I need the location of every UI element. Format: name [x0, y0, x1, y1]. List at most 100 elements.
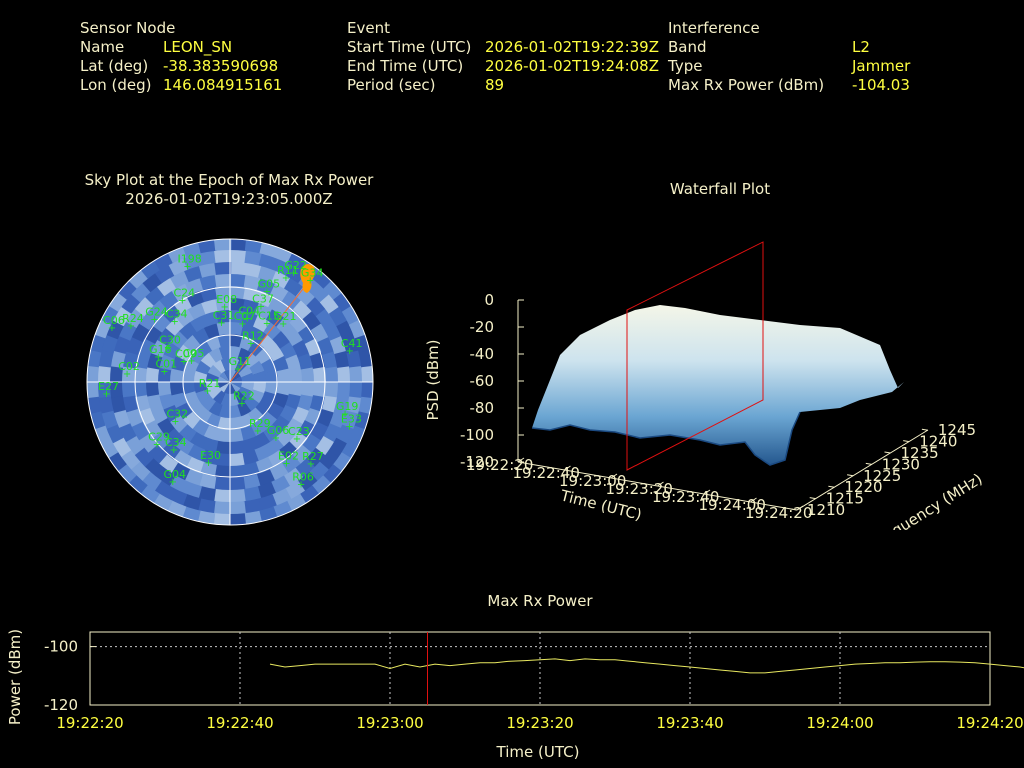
satellite-label: G24 [145, 306, 168, 319]
skyplot-cell [212, 513, 230, 525]
satellite-label: R24 [122, 312, 144, 325]
sensor-lat-value: -38.383590698 [163, 57, 279, 75]
skyplot-cell [130, 421, 150, 441]
skyplot-cell [198, 249, 217, 266]
jammer-direction-line [229, 279, 311, 383]
satellite-label: C23 [288, 425, 310, 438]
maxpower-ylabel: Power (dBm) [6, 629, 24, 725]
skyplot-cell [98, 438, 119, 460]
skyplot-cell [230, 261, 247, 276]
skyplot-cell [137, 433, 158, 454]
skyplot-cell [285, 354, 302, 371]
waterfall-x-tick-label: 19:22:20 [466, 456, 533, 474]
skyplot-cell [154, 263, 176, 284]
satellite-label: C05 [183, 347, 205, 360]
skyplot-cell [87, 380, 99, 399]
waterfall-y-tick-label: 1230 [882, 455, 920, 473]
skyplot-cell [98, 348, 114, 368]
satellite-plus-marker: + [154, 352, 162, 363]
waterfall-zlabel: PSD (dBm) [424, 339, 442, 420]
skyplot-cell [349, 366, 364, 384]
satellite-plus-marker: + [293, 434, 301, 445]
skyplot-cell [328, 306, 349, 328]
skyplot-cell [269, 462, 289, 482]
skyplot-cell [216, 416, 230, 431]
skyplot-cell [169, 367, 184, 382]
maxpower-x-tick-label: 19:24:00 [806, 714, 873, 732]
maxpower-x-ticks: 19:22:20 19:22:40 19:23:00 19:23:20 19:23:40… [56, 714, 1023, 732]
interference-band-value: L2 [852, 38, 870, 56]
skyplot-cell [243, 498, 262, 515]
waterfall-x-tick [750, 497, 757, 503]
skyplot-cell [229, 428, 244, 444]
skyplot-cell [265, 437, 285, 456]
skyplot-cell [361, 365, 373, 384]
skyplot-cell [223, 368, 231, 382]
skyplot-cell [241, 372, 256, 383]
satellite-plus-marker: + [123, 369, 131, 380]
interference-type-label: Type [668, 57, 703, 75]
skyplot-cell [146, 393, 163, 412]
skyplot-cell [216, 320, 231, 336]
skyplot-cell [218, 344, 231, 360]
satellite-plus-marker: + [171, 416, 179, 427]
satellite-plus-marker: + [204, 458, 212, 469]
waterfall-title: Waterfall Plot [669, 180, 771, 198]
satellite-label: C30 [159, 333, 181, 346]
satellite-label: C31 [213, 309, 235, 322]
skyplot-cell [281, 454, 302, 475]
skyplot-cell [110, 349, 126, 368]
skyplot-cell [288, 382, 304, 397]
skyplot-cell [230, 239, 248, 251]
skyplot-cell [198, 473, 217, 490]
satellite-label: C04 [238, 305, 260, 318]
waterfall-y-tick [903, 440, 910, 443]
skyplot-cell [230, 357, 240, 371]
satellite-markers: +I198+R11+G05+C37+C04+C07+E08+C24+C31+G2… [98, 253, 363, 491]
waterfall-z-tick-label: -20 [470, 318, 495, 336]
waterfall-z-tick-label: 0 [484, 291, 494, 309]
skyplot-cell [243, 274, 262, 291]
satellite-plus-marker: + [254, 426, 262, 437]
waterfall-surface [532, 305, 904, 465]
skyplot-cell [228, 489, 246, 504]
skyplot-cell [144, 381, 160, 397]
skyplot-cell [283, 467, 304, 488]
skyplot-cell [170, 392, 187, 409]
skyplot-cell [267, 450, 287, 469]
skyplot-cell [298, 325, 317, 345]
waterfall-x-tick-label: 19:23:40 [652, 488, 719, 506]
waterfall-y-tick-label: 1220 [844, 478, 882, 496]
skyplot-cell [213, 239, 232, 251]
satellite-plus-marker: + [169, 477, 177, 488]
skyplot-cell [158, 393, 175, 410]
satellite-label: E30 [200, 449, 221, 462]
satellite-plus-marker: + [127, 321, 135, 332]
satellite-label: G05 [258, 278, 281, 291]
satellite-plus-marker: + [263, 319, 271, 330]
skyplot-cell [108, 380, 123, 398]
maxpower-chart: -100 -120 19:22:20 19:22:40 19:23:00 19:23:2… [6, 629, 1024, 761]
satellite-plus-marker: + [183, 262, 191, 273]
skyplot-cell [302, 310, 323, 331]
waterfall-x-tick-label: 19:24:00 [699, 496, 766, 514]
maxpower-x-tick-label: 19:22:40 [206, 714, 273, 732]
skyplot-cell [241, 310, 259, 327]
skyplot-cell [214, 248, 232, 263]
waterfall-y-tick [847, 474, 854, 477]
satellite-label: C37 [252, 292, 274, 305]
satellite-plus-marker: + [346, 346, 354, 357]
skyplot-cell [361, 382, 373, 400]
skyplot-cell [229, 382, 237, 396]
satellite-plus-marker: + [257, 301, 265, 312]
skyplot-cell [313, 366, 328, 383]
waterfall-x-tick-label: 19:24:20 [745, 504, 812, 522]
maxpower-x-tick-label: 19:24:20 [956, 714, 1023, 732]
satellite-label: G11 [229, 355, 252, 368]
skyplot-chart: +I198+R11+G05+C37+C04+C07+E08+C24+C31+G2… [86, 238, 374, 526]
satellite-label: E33 [341, 413, 362, 426]
skyplot-cell [321, 395, 338, 414]
skyplot-cell [121, 365, 136, 382]
waterfall-x-tick [517, 457, 525, 463]
skyplot-cell [196, 498, 216, 514]
